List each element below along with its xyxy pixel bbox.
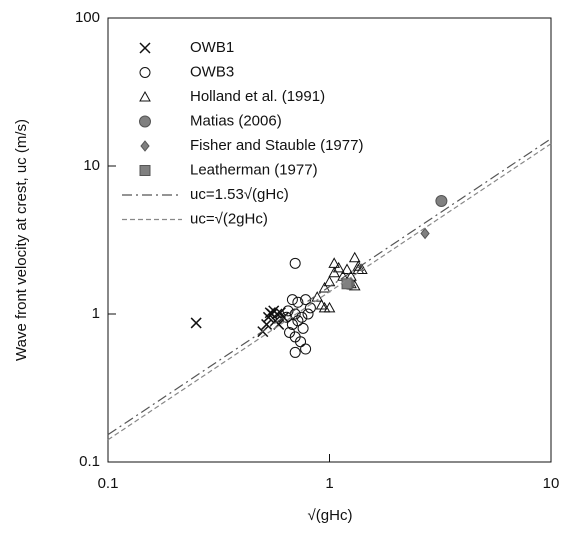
- fit-line: [107, 143, 552, 441]
- marker-circle: [300, 343, 312, 355]
- marker-x: [277, 311, 290, 323]
- marker-x: [264, 307, 276, 319]
- marker-diamond: [420, 227, 430, 240]
- marker-triangle: [352, 263, 365, 274]
- marker-square: [341, 278, 353, 290]
- marker-triangle: [332, 261, 345, 273]
- marker-circle: [286, 318, 298, 330]
- legend-label: Fisher and Stauble (1977): [190, 137, 363, 154]
- legend-label: Leatherman (1977): [190, 161, 318, 178]
- marker-triangle: [352, 260, 365, 271]
- fit-line: [107, 138, 552, 436]
- marker-triangle: [318, 281, 331, 293]
- marker-triangle: [341, 263, 353, 274]
- x-axis-label: √(gHc): [308, 507, 353, 524]
- marker-circle: [296, 311, 308, 323]
- marker-circle: [302, 308, 314, 320]
- marker-circle: [286, 294, 298, 306]
- marker-circle: [292, 315, 304, 327]
- marker-circle: [289, 346, 301, 358]
- x-tick-label: 1: [325, 475, 333, 492]
- y-tick-label: 1: [92, 305, 100, 322]
- y-tick-label: 100: [75, 9, 100, 26]
- marker-triangle: [323, 275, 336, 287]
- marker-circle: [284, 326, 296, 338]
- y-tick-label: 0.1: [79, 453, 100, 470]
- plot-frame: [107, 17, 552, 463]
- marker-x: [139, 42, 151, 54]
- marker-x: [190, 317, 202, 329]
- legend-label: OWB3: [190, 63, 234, 80]
- x-tick-label: 0.1: [98, 475, 119, 492]
- marker-circle: [295, 336, 307, 348]
- legend-label: OWB1: [190, 39, 234, 56]
- marker-triangle: [139, 90, 151, 102]
- legend-label: uc=1.53√(gHc): [190, 186, 289, 203]
- marker-circle: [289, 257, 301, 269]
- marker-triangle: [318, 301, 331, 313]
- marker-circle: [139, 115, 151, 128]
- marker-circle: [297, 322, 309, 334]
- marker-x: [261, 318, 273, 330]
- marker-circle: [435, 195, 448, 208]
- legend-label: Holland et al. (1991): [190, 88, 325, 105]
- marker-circle: [139, 67, 151, 78]
- marker-triangle: [356, 263, 368, 274]
- marker-triangle: [328, 257, 341, 268]
- y-axis-label: Wave front velocity at crest, uc (m/s): [13, 119, 30, 361]
- marker-triangle: [348, 251, 361, 263]
- marker-diamond: [140, 140, 150, 152]
- y-tick-label: 10: [83, 157, 100, 174]
- marker-x: [271, 308, 283, 320]
- marker-circle: [304, 302, 316, 314]
- legend-label: Matias (2006): [190, 112, 282, 129]
- legend-label: uc=√(2gHc): [190, 210, 268, 227]
- marker-triangle: [323, 301, 336, 313]
- x-tick-label: 10: [543, 475, 560, 492]
- marker-square: [139, 165, 151, 176]
